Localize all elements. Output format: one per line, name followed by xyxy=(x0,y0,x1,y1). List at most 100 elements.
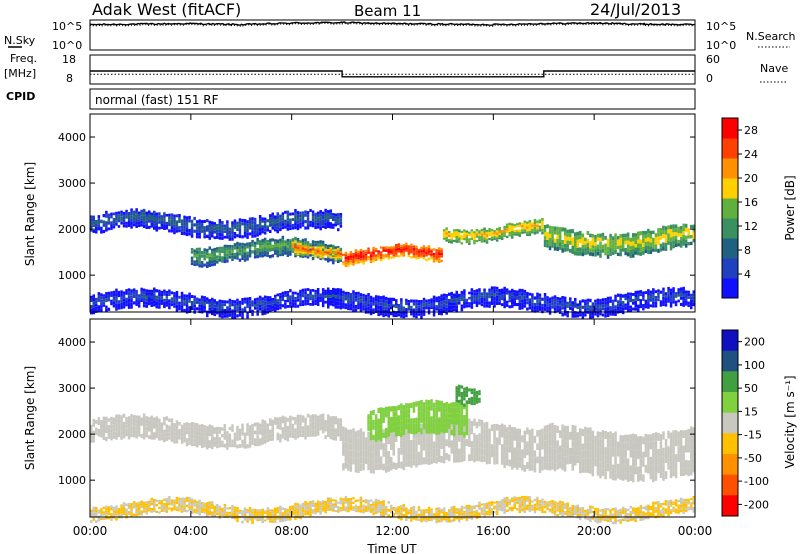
power-cell xyxy=(248,220,252,224)
power-cell xyxy=(256,254,259,259)
velocity-cell xyxy=(569,447,572,456)
power-cell xyxy=(480,303,484,307)
velocity-cell xyxy=(203,436,206,440)
velocity-cell xyxy=(362,457,365,464)
power-cell xyxy=(621,244,625,249)
velocity-cell xyxy=(195,509,199,512)
power-cell xyxy=(445,311,448,315)
power-cell xyxy=(427,301,431,305)
velocity-cell xyxy=(284,507,287,511)
power-cell xyxy=(432,248,436,251)
power-cell xyxy=(190,219,194,224)
power-cell xyxy=(286,248,290,251)
power-cell xyxy=(180,295,184,299)
power-cell xyxy=(430,254,433,256)
velocity-cell xyxy=(468,439,471,447)
power-cell xyxy=(606,300,610,304)
velocity-cell xyxy=(190,434,194,438)
power-cell xyxy=(465,230,469,233)
velocity-cell xyxy=(500,444,504,452)
power-cell xyxy=(488,230,491,232)
power-cell xyxy=(470,288,474,292)
power-cell xyxy=(203,251,206,255)
velocity-cell xyxy=(493,451,496,458)
velocity-cell xyxy=(130,433,133,438)
velocity-cell xyxy=(178,429,181,433)
power-cell xyxy=(158,296,161,300)
velocity-cell xyxy=(432,428,436,434)
power-cell xyxy=(90,225,93,229)
velocity-cell xyxy=(115,422,118,428)
velocity-cell xyxy=(591,468,595,477)
velocity-cell xyxy=(266,512,270,515)
velocity-cell xyxy=(221,443,224,448)
power-cell xyxy=(662,299,665,303)
power-cell xyxy=(105,298,108,303)
power-cell xyxy=(367,258,370,261)
velocity-cell xyxy=(279,519,282,523)
power-cell xyxy=(258,221,262,226)
velocity-cell xyxy=(523,464,527,472)
power-cell xyxy=(649,290,653,294)
velocity-cell xyxy=(415,417,418,424)
velocity-cell xyxy=(160,509,164,512)
power-cell xyxy=(90,228,93,232)
power-cell xyxy=(316,288,320,291)
power-cell xyxy=(490,295,494,299)
velocity-cell xyxy=(536,456,539,464)
power-cell xyxy=(566,304,569,308)
power-cell xyxy=(437,302,441,306)
power-cell xyxy=(236,308,239,312)
velocity-cell xyxy=(95,420,98,424)
velocity-cell xyxy=(437,448,441,456)
power-cell xyxy=(392,297,396,301)
power-cell xyxy=(677,233,680,237)
power-cell xyxy=(188,296,191,300)
velocity-cell xyxy=(175,506,179,509)
velocity-cell xyxy=(163,503,166,506)
power-cell xyxy=(296,214,300,218)
power-cell xyxy=(296,304,300,308)
power-cell xyxy=(435,305,438,308)
power-cell xyxy=(493,297,496,301)
velocity-cell xyxy=(422,407,426,413)
power-cell xyxy=(407,254,411,258)
power-cell xyxy=(463,298,466,302)
velocity-cell xyxy=(142,509,146,511)
power-cell xyxy=(369,251,373,255)
velocity-cell xyxy=(301,415,305,419)
velocity-cell xyxy=(185,430,189,435)
velocity-cell xyxy=(649,464,653,472)
velocity-cell xyxy=(291,427,295,431)
power-cell xyxy=(286,293,290,297)
power-cell xyxy=(311,240,315,244)
velocity-cell xyxy=(442,403,446,408)
power-cell xyxy=(263,226,267,229)
power-cell xyxy=(185,219,189,223)
velocity-cell xyxy=(468,425,471,433)
power-cell xyxy=(289,242,292,245)
velocity-cell xyxy=(422,402,426,408)
power-cell xyxy=(253,255,257,259)
power-cell xyxy=(657,292,660,296)
power-cell xyxy=(279,221,282,225)
power-cell xyxy=(354,304,358,309)
velocity-cell xyxy=(238,444,242,448)
power-cell xyxy=(639,302,643,306)
power-cell xyxy=(642,294,645,298)
power-cell xyxy=(634,247,638,252)
power-cell xyxy=(349,306,353,311)
velocity-cell xyxy=(107,506,111,509)
velocity-cell xyxy=(619,472,622,480)
power-cell xyxy=(132,210,136,214)
velocity-cell xyxy=(687,436,690,445)
power-cell xyxy=(667,225,670,230)
velocity-cell xyxy=(208,513,212,516)
power-cell xyxy=(135,211,138,215)
velocity-cell xyxy=(284,424,287,429)
velocity-cell xyxy=(269,513,272,516)
power-cell xyxy=(435,296,438,300)
velocity-cell xyxy=(301,419,305,423)
velocity-cell xyxy=(223,511,227,514)
power-cell xyxy=(687,242,690,246)
